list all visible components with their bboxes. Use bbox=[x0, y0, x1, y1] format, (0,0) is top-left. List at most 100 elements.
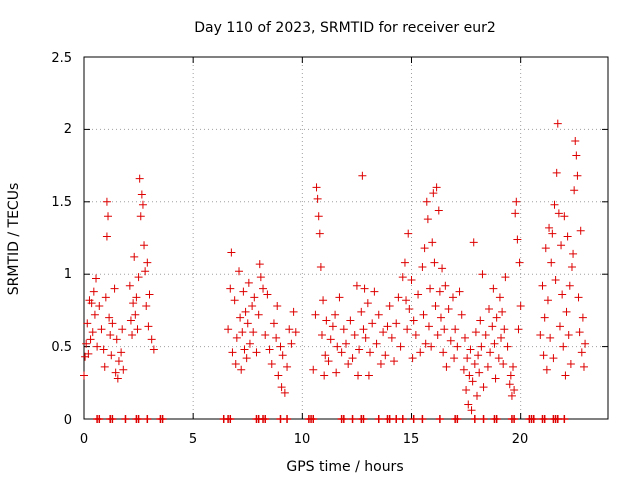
data-point bbox=[557, 241, 566, 250]
data-point bbox=[283, 362, 292, 371]
data-point bbox=[83, 319, 92, 328]
data-point bbox=[420, 244, 429, 253]
data-point bbox=[337, 348, 346, 357]
data-point bbox=[235, 267, 244, 276]
data-point bbox=[359, 325, 368, 334]
baseline-mark bbox=[309, 415, 318, 423]
y-tick-labels: 0 0.5 1 1.5 2 2.5 bbox=[51, 51, 72, 428]
data-point bbox=[366, 348, 375, 357]
data-point bbox=[324, 357, 333, 366]
data-point bbox=[440, 325, 449, 334]
data-point bbox=[383, 322, 392, 331]
data-point bbox=[549, 354, 558, 363]
data-point bbox=[539, 351, 548, 360]
data-point bbox=[501, 273, 510, 282]
data-point bbox=[354, 371, 363, 380]
data-point bbox=[86, 335, 95, 344]
data-points bbox=[80, 119, 590, 415]
data-point bbox=[464, 400, 473, 409]
data-point bbox=[128, 331, 137, 340]
data-point bbox=[460, 333, 469, 342]
data-point bbox=[498, 307, 507, 316]
data-point bbox=[332, 368, 341, 377]
x-tick-label: 10 bbox=[294, 432, 311, 447]
data-point bbox=[267, 359, 276, 368]
data-point bbox=[89, 287, 98, 296]
data-point bbox=[574, 293, 583, 302]
data-point bbox=[424, 322, 433, 331]
y-tick-label: 2 bbox=[64, 122, 72, 137]
data-point bbox=[489, 284, 498, 293]
data-point bbox=[469, 238, 478, 247]
data-point bbox=[90, 310, 99, 319]
data-point bbox=[476, 316, 485, 325]
data-point bbox=[317, 331, 326, 340]
y-tick-label: 1 bbox=[64, 267, 72, 282]
baseline-mark bbox=[339, 415, 348, 423]
data-point bbox=[414, 290, 423, 299]
data-point bbox=[289, 307, 298, 316]
data-point bbox=[364, 371, 373, 380]
data-point bbox=[408, 354, 417, 363]
baseline-mark bbox=[435, 415, 444, 423]
baseline-mark bbox=[398, 415, 407, 423]
data-point bbox=[309, 365, 318, 374]
data-point bbox=[346, 316, 355, 325]
data-point bbox=[416, 348, 425, 357]
data-point bbox=[548, 229, 557, 238]
data-point bbox=[355, 345, 364, 354]
data-point bbox=[448, 293, 457, 302]
data-point bbox=[111, 368, 120, 377]
data-point bbox=[398, 273, 407, 282]
data-point bbox=[238, 328, 247, 337]
data-point bbox=[570, 186, 579, 195]
data-point bbox=[559, 342, 568, 351]
data-point bbox=[428, 238, 437, 247]
data-point bbox=[113, 374, 122, 383]
data-point bbox=[97, 325, 106, 334]
data-point bbox=[240, 345, 249, 354]
data-point bbox=[118, 325, 127, 334]
data-point bbox=[107, 351, 116, 360]
data-point bbox=[106, 331, 115, 340]
data-point bbox=[503, 342, 512, 351]
data-point bbox=[344, 359, 353, 368]
data-point bbox=[569, 249, 578, 258]
data-point bbox=[468, 377, 477, 386]
data-point bbox=[230, 296, 239, 305]
data-point bbox=[136, 212, 145, 221]
data-point bbox=[265, 345, 274, 354]
data-point bbox=[438, 264, 447, 273]
data-point bbox=[466, 345, 475, 354]
data-point bbox=[248, 302, 257, 311]
baseline-mark bbox=[492, 415, 501, 423]
x-tick-label: 5 bbox=[189, 432, 197, 447]
data-point bbox=[224, 325, 233, 334]
data-point bbox=[497, 333, 506, 342]
data-point bbox=[376, 359, 385, 368]
data-point bbox=[102, 232, 111, 241]
data-point bbox=[147, 335, 156, 344]
data-point bbox=[372, 339, 381, 348]
data-point bbox=[322, 316, 331, 325]
x-axis-label: GPS time / hours bbox=[286, 459, 403, 475]
data-point bbox=[431, 302, 440, 311]
data-point bbox=[277, 383, 286, 392]
data-point bbox=[515, 258, 524, 267]
data-point bbox=[540, 313, 549, 322]
data-point bbox=[474, 351, 483, 360]
data-point bbox=[494, 354, 503, 363]
x-tick-labels: 0 5 10 15 20 bbox=[80, 432, 528, 447]
axes-box bbox=[83, 56, 609, 420]
data-point bbox=[486, 348, 495, 357]
data-point bbox=[455, 287, 464, 296]
data-point bbox=[500, 325, 509, 334]
data-point bbox=[254, 310, 263, 319]
baseline-mark bbox=[121, 415, 130, 423]
data-point bbox=[287, 339, 296, 348]
data-point bbox=[145, 290, 154, 299]
data-point bbox=[140, 241, 149, 250]
data-point bbox=[488, 322, 497, 331]
data-point bbox=[237, 365, 246, 374]
data-point bbox=[541, 244, 550, 253]
